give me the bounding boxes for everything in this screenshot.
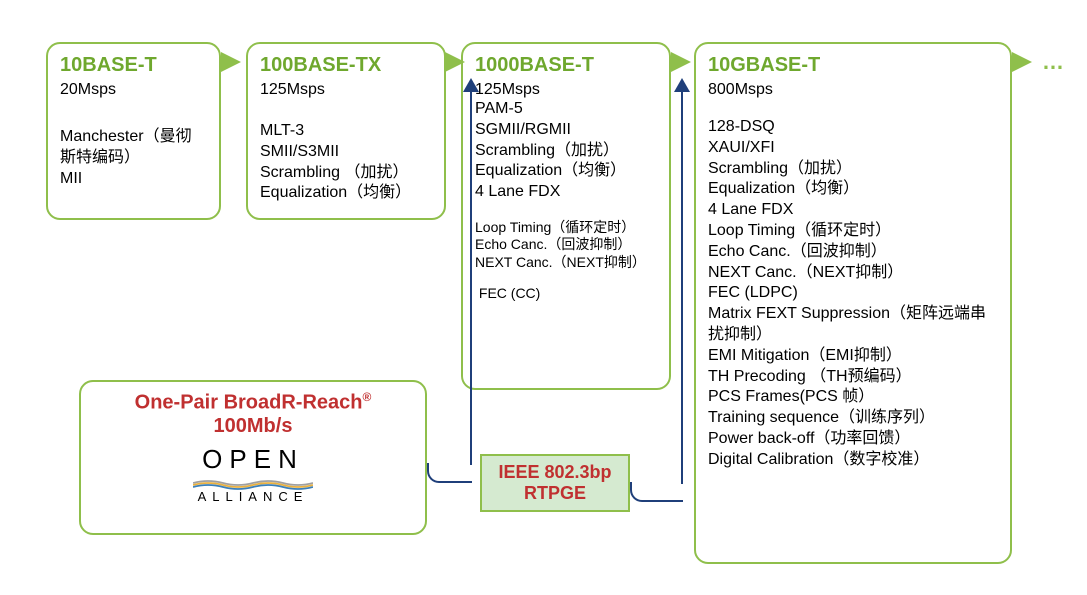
box-line: SGMII/RGMII bbox=[475, 120, 657, 141]
box-1000base-t: 1000BASE-T 125Msps PAM-5 SGMII/RGMII Scr… bbox=[461, 42, 671, 390]
box-line: MII bbox=[60, 169, 207, 190]
open-alliance-logo: OPEN ALLIANCE bbox=[93, 444, 413, 504]
box-line: NEXT Canc.（NEXT抑制） bbox=[475, 254, 657, 272]
box-line: Power back-off（功率回馈） bbox=[708, 429, 998, 450]
box-line: FEC (CC) bbox=[475, 285, 657, 303]
box-title: 1000BASE-T bbox=[475, 54, 657, 77]
box-line: Equalization（均衡） bbox=[708, 179, 998, 200]
arrow-right-icon bbox=[445, 52, 465, 72]
box-rate: 125Msps bbox=[475, 81, 657, 99]
box-line: Matrix FEXT Suppression（矩阵远端串扰抑制） bbox=[708, 304, 998, 346]
box-line: Manchester（曼彻斯特编码） bbox=[60, 127, 207, 169]
connector-broadr-to-1000 bbox=[427, 463, 472, 483]
box-line: Training sequence（训练序列） bbox=[708, 408, 998, 429]
box-line: Loop Timing（循环定时） bbox=[475, 219, 657, 237]
box-line: Scrambling（加扰） bbox=[475, 141, 657, 162]
box-rtpge: IEEE 802.3bp RTPGE bbox=[480, 454, 630, 512]
box-line: Loop Timing（循环定时） bbox=[708, 221, 998, 242]
alliance-text: ALLIANCE bbox=[93, 489, 413, 504]
rtpge-line2: RTPGE bbox=[496, 483, 614, 504]
box-line: Equalization（均衡） bbox=[475, 161, 657, 182]
connector-line bbox=[681, 90, 683, 484]
arrow-up-icon bbox=[674, 78, 690, 92]
arrow-right-icon bbox=[671, 52, 691, 72]
box-line: PCS Frames(PCS 帧） bbox=[708, 387, 998, 408]
box-100base-tx: 100BASE-TX 125Msps MLT-3 SMII/S3MII Scra… bbox=[246, 42, 446, 220]
box-rate: 20Msps bbox=[60, 81, 207, 99]
box-line: NEXT Canc.（NEXT抑制） bbox=[708, 263, 998, 284]
box-rate: 800Msps bbox=[708, 81, 998, 99]
box-line: FEC (LDPC) bbox=[708, 283, 998, 304]
box-10gbase-t: 10GBASE-T 800Msps 128-DSQ XAUI/XFI Scram… bbox=[694, 42, 1012, 564]
arrow-right-icon bbox=[221, 52, 241, 72]
box-line: XAUI/XFI bbox=[708, 138, 998, 159]
box-line: Equalization（均衡） bbox=[260, 183, 432, 204]
box-line: Scrambling （加扰） bbox=[260, 163, 432, 184]
box-line: Echo Canc.（回波抑制） bbox=[475, 236, 657, 254]
box-line: 4 Lane FDX bbox=[708, 200, 998, 221]
box-line: Digital Calibration（数字校准） bbox=[708, 450, 998, 471]
box-title: 100BASE-TX bbox=[260, 54, 432, 77]
box-line: SMII/S3MII bbox=[260, 142, 432, 163]
box-line: 128-DSQ bbox=[708, 117, 998, 138]
box-line: EMI Mitigation（EMI抑制） bbox=[708, 346, 998, 367]
ellipsis-icon: … bbox=[1042, 49, 1064, 75]
rtpge-line1: IEEE 802.3bp bbox=[496, 462, 614, 483]
box-line: Echo Canc.（回波抑制） bbox=[708, 242, 998, 263]
box-line: 4 Lane FDX bbox=[475, 182, 657, 203]
box-line: MLT-3 bbox=[260, 121, 432, 142]
open-text: OPEN bbox=[93, 444, 413, 475]
connector-line bbox=[470, 90, 472, 465]
broadr-title: One-Pair BroadR-Reach® bbox=[93, 390, 413, 415]
box-rate: 125Msps bbox=[260, 81, 432, 99]
connector-rtpge-to-10g bbox=[630, 482, 683, 502]
box-broadr-reach: One-Pair BroadR-Reach® 100Mb/s OPEN ALLI… bbox=[79, 380, 427, 535]
broadr-sub: 100Mb/s bbox=[93, 415, 413, 438]
arrow-right-icon bbox=[1012, 52, 1032, 72]
arrow-up-icon bbox=[463, 78, 479, 92]
wave-icon bbox=[193, 477, 313, 487]
box-title: 10GBASE-T bbox=[708, 54, 998, 77]
box-title: 10BASE-T bbox=[60, 54, 207, 77]
box-line: TH Precoding （TH预编码） bbox=[708, 367, 998, 388]
box-line: Scrambling（加扰） bbox=[708, 159, 998, 180]
box-line: PAM-5 bbox=[475, 99, 657, 120]
box-10base-t: 10BASE-T 20Msps Manchester（曼彻斯特编码） MII bbox=[46, 42, 221, 220]
